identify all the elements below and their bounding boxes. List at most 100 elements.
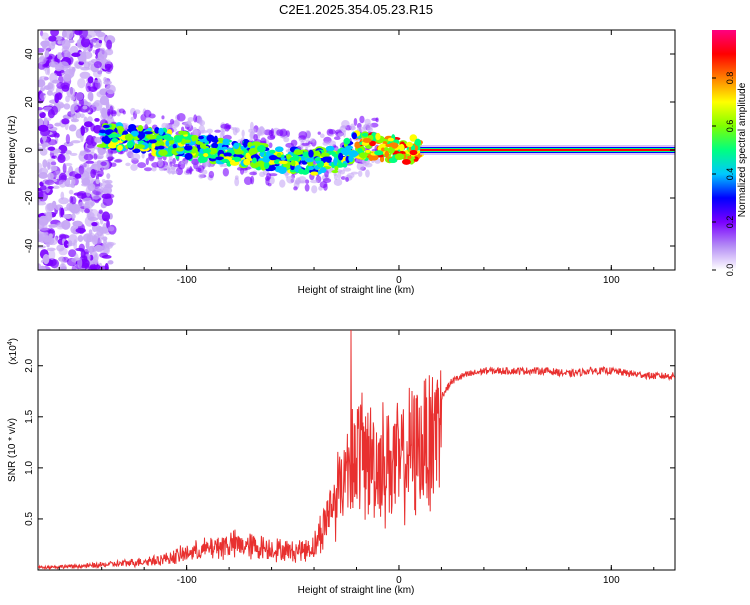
colorbar-tick-label: 0.6 <box>725 120 735 133</box>
spectrogram-cell <box>65 133 71 145</box>
spectrogram-cell <box>199 148 205 154</box>
spectrogram-cell <box>331 170 339 174</box>
spectrogram-cell <box>72 220 83 227</box>
spectrogram-cell <box>165 122 170 130</box>
spectrogram-cell <box>38 110 44 114</box>
spectrogram-cell <box>325 145 335 152</box>
spectrogram-cell <box>333 178 343 186</box>
spectrogram-cell <box>293 186 298 191</box>
spectrogram-cell <box>104 63 112 69</box>
spectrogram-cell <box>211 147 218 154</box>
spectrogram-cell <box>102 124 110 129</box>
spectrogram-cell <box>206 128 214 134</box>
spectrogram-cell <box>154 126 160 134</box>
spectrogram-cell <box>137 162 147 169</box>
spectrogram-cell <box>88 229 93 235</box>
spectrogram-cell <box>107 156 115 160</box>
spectrogram-cell <box>357 170 363 177</box>
spectrogram-cell <box>181 160 185 165</box>
spectrogram-cell <box>94 117 100 122</box>
spectrogram-cell <box>353 117 358 126</box>
spectrogram-cell <box>168 140 175 145</box>
spectrogram-cell <box>222 138 230 146</box>
spectrogram-cell <box>319 167 327 174</box>
spectrogram-cell <box>61 118 70 125</box>
spectrogram-cell <box>345 177 349 183</box>
spectrogram-cell <box>148 139 157 144</box>
snr-axes: -100 0 100 0.5 1.0 1.5 2.0 <box>24 330 675 586</box>
spectrogram-cell <box>391 142 398 149</box>
spectrogram-cell <box>60 174 67 181</box>
spectrogram-cell <box>58 197 70 205</box>
spectrogram-cell <box>77 78 86 89</box>
spectrogram-cell <box>184 152 193 160</box>
spectrogram-cell <box>243 140 248 148</box>
spectrogram-cell <box>184 160 188 166</box>
spectrogram-cell <box>99 167 105 171</box>
spectrogram-cell <box>101 108 107 114</box>
spectrogram-cell <box>269 149 276 154</box>
spectrogram-cell <box>94 30 102 34</box>
spectrogram-cell <box>42 44 52 52</box>
spectrogram-cell <box>191 158 200 166</box>
spectrogram-cell <box>339 169 346 175</box>
spectrogram-cell <box>70 213 76 220</box>
spectrogram-cell <box>157 158 164 167</box>
spectrogram-cell <box>350 171 359 175</box>
spectrogram-cell <box>38 106 44 111</box>
spectrogram-cell <box>50 30 60 37</box>
spectrogram-cell <box>115 125 124 131</box>
spectrogram-cell <box>319 133 325 139</box>
spectrogram-cell <box>68 189 74 195</box>
spectrogram-cell <box>99 252 109 258</box>
spectrogram-cell <box>221 158 230 163</box>
colorbar-axes: 0.0 0.2 0.4 0.6 0.8 <box>712 72 735 276</box>
spectrogram-cell <box>214 129 222 133</box>
spectrogram-cell <box>84 208 90 214</box>
spectrogram-cell <box>89 38 97 45</box>
spectrogram-cell <box>362 133 369 137</box>
spectrogram-cell <box>87 183 96 192</box>
spectrogram-cell <box>61 39 71 50</box>
spectrogram-cell <box>48 249 56 261</box>
spectrogram-cell <box>46 90 53 96</box>
spectrogram-cell <box>146 134 157 140</box>
spectrogram-cell <box>80 113 85 119</box>
spectrogram-cell <box>387 146 395 154</box>
spectrogram-cell <box>114 159 122 163</box>
spectrogram-cell <box>101 211 111 222</box>
spectrogram-cell <box>176 112 186 122</box>
spectrogram-cell <box>98 209 103 214</box>
spectrogram-cell <box>165 139 170 147</box>
spectrogram-cell <box>38 47 45 53</box>
spectrogram-cell <box>64 162 73 167</box>
spectrogram-cell <box>348 154 354 163</box>
spectrogram-cell <box>85 135 94 146</box>
spectrogram-cell <box>268 155 278 161</box>
spectrogram-cell <box>78 164 85 175</box>
spectrogram-cell <box>100 113 107 120</box>
spectrogram-cell <box>108 133 119 138</box>
spectrogram-cell <box>320 152 330 158</box>
spectrogram-cell <box>202 148 212 154</box>
spectrogram-cell <box>250 175 255 185</box>
spectrogram-cell <box>63 73 72 82</box>
spectrogram-cell <box>97 32 108 41</box>
spectrogram-cell <box>151 166 157 172</box>
spectrogram-cell <box>61 84 70 92</box>
spectrogram-cell <box>234 177 240 187</box>
spectrogram-cell <box>151 142 156 150</box>
spectrogram-cell <box>63 141 74 147</box>
spectrogram-cell <box>83 153 94 161</box>
snr-multiplier-base: (x104) <box>7 338 19 365</box>
spectrogram-cell <box>42 159 48 169</box>
spectrogram-cell <box>409 149 418 156</box>
spectrogram-cell <box>137 131 146 140</box>
spectrogram-cell <box>93 44 102 48</box>
spectrogram-cell <box>38 191 44 199</box>
spectrogram-cell <box>198 155 204 164</box>
spectrogram-cell <box>401 159 411 165</box>
spectrogram-cell <box>293 149 304 156</box>
snr-ytick-label: 0.5 <box>24 512 35 526</box>
